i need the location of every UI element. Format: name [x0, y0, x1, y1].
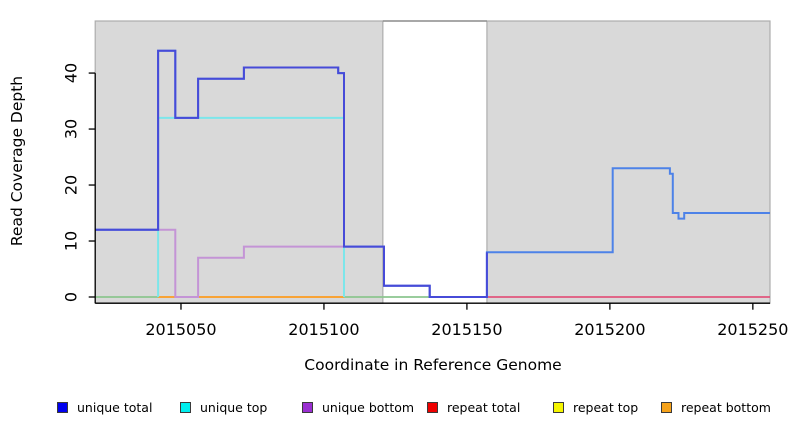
legend-item-unique-bottom: unique bottom [302, 399, 414, 415]
legend-swatch-icon [553, 401, 564, 413]
y-tick-label: 40 [61, 62, 81, 84]
unique-region-left [94, 20, 384, 304]
y-tick-label: 20 [61, 174, 81, 196]
legend-label: unique top [200, 399, 268, 415]
legend-label: unique total [77, 399, 153, 415]
series-unique-total-line-left [95, 49, 488, 298]
legend-label: repeat total [447, 399, 521, 415]
unique-region-right [486, 20, 771, 304]
legend-swatch-icon [661, 401, 672, 413]
legend-label: repeat top [573, 399, 639, 415]
x-tick-label: 2015100 [288, 320, 360, 339]
legend-swatch-icon [180, 401, 191, 413]
legend-swatch-icon [57, 401, 68, 413]
x-axis-title: Coordinate in Reference Genome [304, 356, 562, 374]
legend-item-unique-total: unique total [57, 399, 152, 415]
y-tick-label: 0 [61, 291, 81, 303]
y-tick-label: 10 [61, 230, 81, 252]
legend-item-repeat-top: repeat top [553, 399, 638, 415]
y-axis-title: Read Coverage Depth [8, 75, 26, 247]
legend-item-repeat-total: repeat total [427, 399, 520, 415]
legend-swatch-icon [427, 401, 438, 413]
legend-item-unique-top: unique top [180, 399, 267, 415]
x-tick-label: 2015050 [145, 320, 217, 339]
x-tick-label: 2015150 [431, 320, 503, 339]
legend-swatch-icon [302, 401, 313, 413]
legend-label: unique bottom [322, 399, 415, 415]
legend-label: repeat bottom [681, 399, 771, 415]
legend-item-repeat-bottom: repeat bottom [661, 399, 771, 415]
y-tick-label: 30 [61, 118, 81, 140]
x-tick-label: 2015250 [717, 320, 789, 339]
x-tick-label: 2015200 [574, 320, 646, 339]
